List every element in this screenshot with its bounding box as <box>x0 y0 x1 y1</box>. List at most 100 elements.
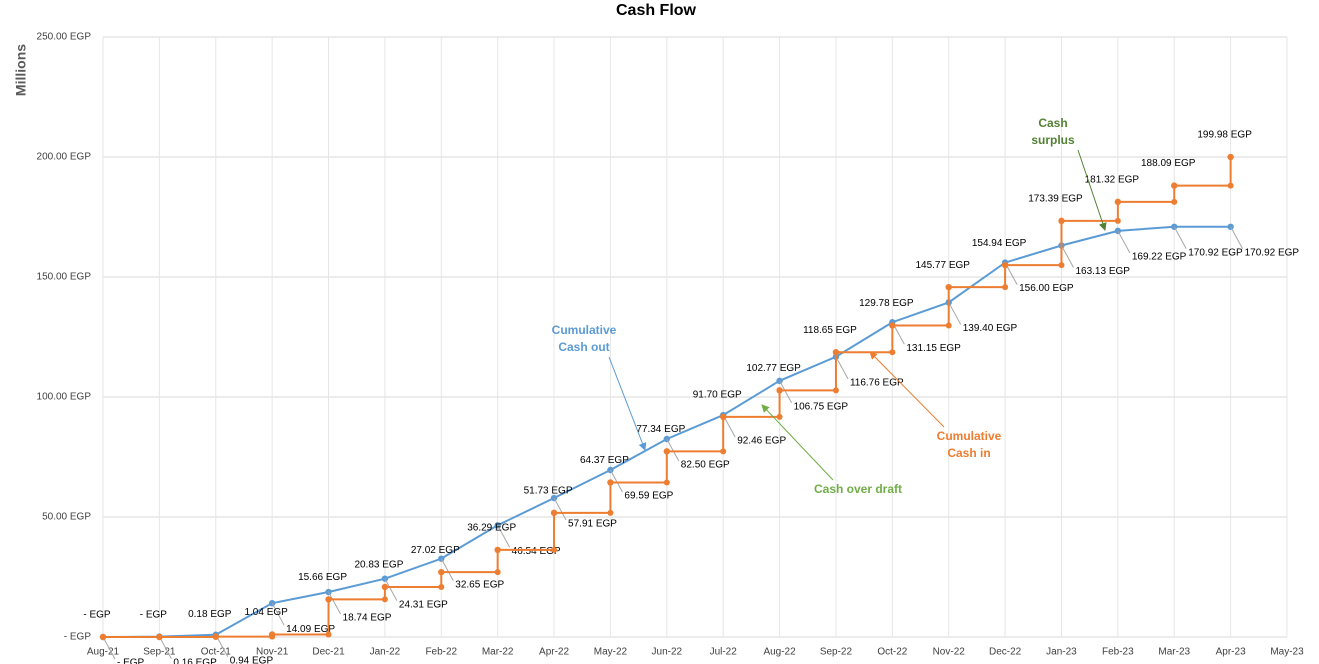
y-tick-label: 150.00 EGP <box>37 272 92 283</box>
leader-line <box>609 469 623 493</box>
x-tick-label: Mar-23 <box>1158 647 1190 658</box>
annotation-arrow <box>1077 149 1107 231</box>
x-tick-label: Jun-22 <box>652 647 683 658</box>
annotation-arrow <box>761 404 834 481</box>
point <box>1058 217 1065 225</box>
value-label: 69.59 EGP <box>624 491 673 502</box>
step-end-point <box>663 479 670 486</box>
value-label: 145.77 EGP <box>915 260 970 271</box>
x-tick-label: Mar-22 <box>482 647 514 658</box>
value-label: 91.70 EGP <box>693 390 742 401</box>
x-tick-label: Apr-23 <box>1216 647 1246 658</box>
y-axis-label: Millions <box>13 44 29 96</box>
value-label: 169.22 EGP <box>1132 252 1187 263</box>
value-label: 139.40 EGP <box>963 323 1018 334</box>
value-label: 77.34 EGP <box>636 424 685 435</box>
annotation: Cumulative Cash in <box>936 429 1002 460</box>
point <box>381 583 389 591</box>
value-label: 24.31 EGP <box>399 599 448 610</box>
value-label: 0.94 EGP <box>230 655 274 664</box>
x-tick-label: Aug-21 <box>87 647 120 658</box>
leader-line <box>553 497 567 521</box>
value-label: 131.15 EGP <box>906 343 961 354</box>
point <box>438 568 445 576</box>
step-end-point <box>607 509 614 516</box>
point <box>945 283 952 291</box>
point <box>268 631 276 638</box>
value-label: 199.98 EGP <box>1197 130 1252 141</box>
step-end-point <box>1227 182 1234 189</box>
point <box>889 322 896 329</box>
point <box>1001 261 1009 269</box>
annotation: Cumulative Cash out <box>551 323 617 354</box>
value-label: 15.66 EGP <box>298 572 347 583</box>
x-tick-label: Oct-21 <box>201 647 231 658</box>
leader-line <box>948 302 962 325</box>
value-label: 170.92 EGP <box>1188 247 1243 258</box>
x-tick-label: Nov-21 <box>256 647 289 658</box>
step-end-point <box>1058 262 1065 269</box>
step-end-point <box>438 584 445 591</box>
point <box>268 599 276 607</box>
x-tick-label: Aug-22 <box>763 647 796 658</box>
point <box>212 633 219 640</box>
annotation: Cash surplus <box>1031 116 1075 147</box>
value-label: 154.94 EGP <box>972 238 1027 249</box>
leader-line <box>328 591 341 615</box>
x-tick-label: May-23 <box>1270 647 1304 658</box>
value-label: 36.29 EGP <box>467 523 516 534</box>
value-label: 51.73 EGP <box>524 485 573 496</box>
value-label: 20.83 EGP <box>354 560 403 571</box>
value-label: 27.02 EGP <box>411 545 460 556</box>
step-end-point <box>1171 198 1178 205</box>
leader-line <box>835 356 849 380</box>
value-label: 0.16 EGP <box>173 657 217 664</box>
annotation-arrow <box>608 356 647 451</box>
value-label: 181.32 EGP <box>1085 174 1140 185</box>
step-end-point <box>832 387 839 394</box>
value-label: 163.13 EGP <box>1075 266 1130 277</box>
value-label: 57.91 EGP <box>568 519 617 530</box>
value-label: 46.54 EGP <box>512 546 561 557</box>
point <box>325 596 332 603</box>
value-label: 173.39 EGP <box>1028 194 1083 205</box>
value-label: 0.18 EGP <box>188 609 232 620</box>
point <box>1171 182 1178 189</box>
value-label: 14.09 EGP <box>286 624 335 635</box>
point <box>663 448 671 455</box>
value-label: 102.77 EGP <box>746 363 801 374</box>
y-tick-label: 100.00 EGP <box>37 392 92 403</box>
value-label: 116.76 EGP <box>850 377 904 388</box>
value-label: 156.00 EGP <box>1019 283 1074 294</box>
annotation-arrow <box>869 351 945 428</box>
point <box>156 633 163 641</box>
value-label: - EGP <box>140 610 168 621</box>
x-tick-label: Jan-22 <box>370 647 401 658</box>
step-end-point <box>776 413 783 420</box>
value-label: 170.92 EGP <box>1245 247 1300 258</box>
x-tick-label: Feb-23 <box>1102 647 1134 658</box>
point <box>776 387 783 394</box>
point <box>1114 198 1122 206</box>
value-label: 118.65 EGP <box>803 325 857 336</box>
value-label: 32.65 EGP <box>455 579 504 590</box>
step-end-point <box>494 569 501 576</box>
point <box>719 413 727 421</box>
step-end-point <box>381 596 388 603</box>
annotation: Cash over draft <box>813 482 903 496</box>
leader-line <box>102 636 116 660</box>
value-label: - EGP <box>83 610 111 621</box>
leader-line <box>158 636 172 659</box>
x-tick-label: Feb-22 <box>425 647 457 658</box>
x-tick-label: Apr-22 <box>539 647 569 658</box>
step-end-point <box>551 546 558 553</box>
leader-line <box>440 558 454 581</box>
point <box>494 522 501 529</box>
step-end-point <box>889 349 896 356</box>
value-label: 106.75 EGP <box>794 401 849 412</box>
leader-line <box>384 578 398 601</box>
y-tick-label: 200.00 EGP <box>37 152 92 163</box>
x-tick-label: Jan-23 <box>1046 647 1077 658</box>
